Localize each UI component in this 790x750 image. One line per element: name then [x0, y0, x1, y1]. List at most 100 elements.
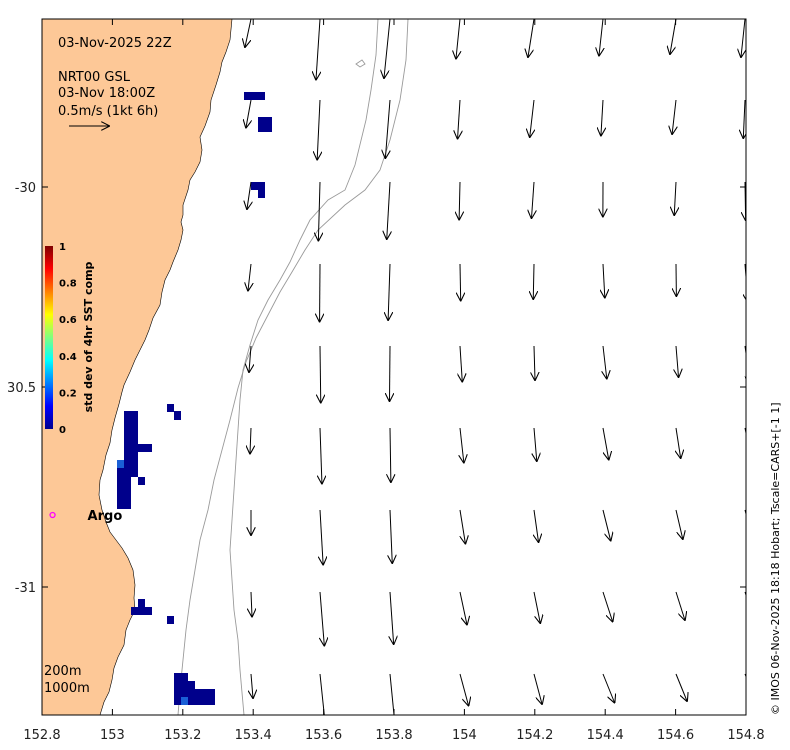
- current-vector: [534, 345, 535, 380]
- current-vector: [389, 673, 395, 715]
- sst-cell: [174, 697, 215, 705]
- colorbar-tick-label: 1: [59, 242, 66, 253]
- current-vector: [533, 591, 540, 623]
- sst-cell: [244, 92, 265, 100]
- current-vector: [320, 591, 324, 646]
- current-vector: [387, 181, 390, 239]
- current-vector: [251, 673, 253, 698]
- current-vector: [601, 99, 603, 136]
- sst-cell: [174, 689, 215, 697]
- lon-tick-label: 154: [452, 728, 477, 743]
- sst-cell: [131, 607, 152, 615]
- sst-cell: [117, 485, 131, 493]
- lon-tick-label: 154.8: [727, 728, 764, 743]
- map-time-label: 03-Nov-2025 22Z: [58, 36, 172, 51]
- current-vector: [384, 19, 391, 78]
- lon-tick-label: 152.8: [23, 728, 60, 743]
- current-vector: [534, 509, 539, 542]
- current-vector: [533, 263, 534, 299]
- sst-cell: [124, 444, 152, 452]
- current-vector: [319, 673, 325, 715]
- current-vector: [320, 345, 321, 403]
- current-vector: [533, 673, 542, 704]
- current-vector: [743, 99, 745, 138]
- current-vector: [530, 99, 534, 137]
- current-vector: [599, 19, 603, 56]
- depth-label-1000m: 1000m: [44, 681, 90, 696]
- current-vector: [247, 181, 251, 209]
- current-vector: [603, 345, 607, 379]
- current-vector: [603, 263, 605, 298]
- lat-tick-label: -31: [15, 581, 36, 596]
- current-vector: [460, 427, 464, 463]
- colorbar-gradient: [45, 246, 53, 429]
- current-vector: [248, 263, 251, 291]
- colorbar-tick-label: 0.8: [59, 279, 77, 290]
- lon-tick-label: 154.6: [657, 728, 694, 743]
- current-source-label: NRT00 GSL: [58, 70, 131, 85]
- current-vector: [674, 181, 676, 215]
- arrow-scale-label: 0.5m/s (1kt 6h): [58, 104, 158, 119]
- current-vector: [458, 99, 460, 139]
- sst-cell: [124, 452, 138, 460]
- sst-cell: [167, 404, 174, 412]
- sst-cell: [258, 117, 272, 132]
- lat-tick-label: 30.5: [7, 381, 36, 396]
- current-vector: [320, 509, 323, 565]
- current-vector: [670, 19, 677, 54]
- current-vector: [602, 427, 609, 460]
- lon-tick-label: 154.4: [587, 728, 624, 743]
- current-vector: [249, 345, 251, 372]
- current-vector: [745, 263, 746, 302]
- current-vector: [675, 591, 685, 620]
- sst-cell: [117, 468, 138, 477]
- sst-cell: [124, 422, 138, 433]
- current-time-label: 03-Nov 18:00Z: [58, 86, 155, 101]
- current-vector: [245, 19, 252, 47]
- current-vector: [317, 99, 320, 160]
- current-vector: [672, 99, 676, 134]
- sst-cell: [174, 681, 195, 689]
- current-vector: [741, 19, 745, 57]
- current-vector: [250, 427, 251, 454]
- current-vector: [385, 99, 390, 158]
- sst-cell: [167, 616, 174, 624]
- sst-cell: [258, 190, 265, 198]
- current-vector: [390, 427, 391, 482]
- lon-tick-label: 153.6: [305, 728, 342, 743]
- credit-label: © IMOS 06-Nov-2025 18:18 Hobart; Tscale=…: [769, 403, 782, 715]
- sst-variance-cells: [117, 92, 272, 705]
- lon-tick-label: 154.2: [516, 728, 553, 743]
- current-vector: [602, 673, 615, 703]
- sst-cell: [174, 673, 188, 681]
- lon-tick-label: 153.2: [164, 728, 201, 743]
- current-vector: [390, 591, 394, 644]
- current-vector: [676, 427, 681, 458]
- current-vector: [534, 427, 537, 461]
- sst-cell: [251, 182, 265, 190]
- argo-label: Argo: [88, 509, 123, 524]
- current-vector: [459, 181, 460, 220]
- sst-cell: [124, 411, 138, 422]
- sst-cell: [138, 599, 145, 607]
- current-vector: [390, 509, 392, 563]
- current-vector: [246, 99, 251, 128]
- lon-tick-label: 153: [100, 728, 125, 743]
- lon-tick-label: 153.8: [375, 728, 412, 743]
- current-vector: [456, 19, 460, 59]
- colorbar-tick-label: 0.4: [59, 352, 77, 363]
- current-vector: [676, 345, 679, 377]
- current-vector: [744, 591, 746, 597]
- axis-ticks: 152.8 153 153.2 153.4 153.6 153.8 154 154.2 154.…: [7, 19, 765, 743]
- colorbar-tick-label: 0.6: [59, 315, 77, 326]
- current-vector: [460, 345, 462, 382]
- argo-float-marker: [49, 511, 56, 519]
- sst-cell: [174, 411, 181, 420]
- current-vector: [318, 181, 320, 241]
- sst-cell: [138, 477, 145, 485]
- current-vector: [459, 509, 465, 544]
- isobath-200m: [229, 19, 379, 715]
- current-vector: [390, 345, 391, 401]
- current-vector: [316, 19, 320, 80]
